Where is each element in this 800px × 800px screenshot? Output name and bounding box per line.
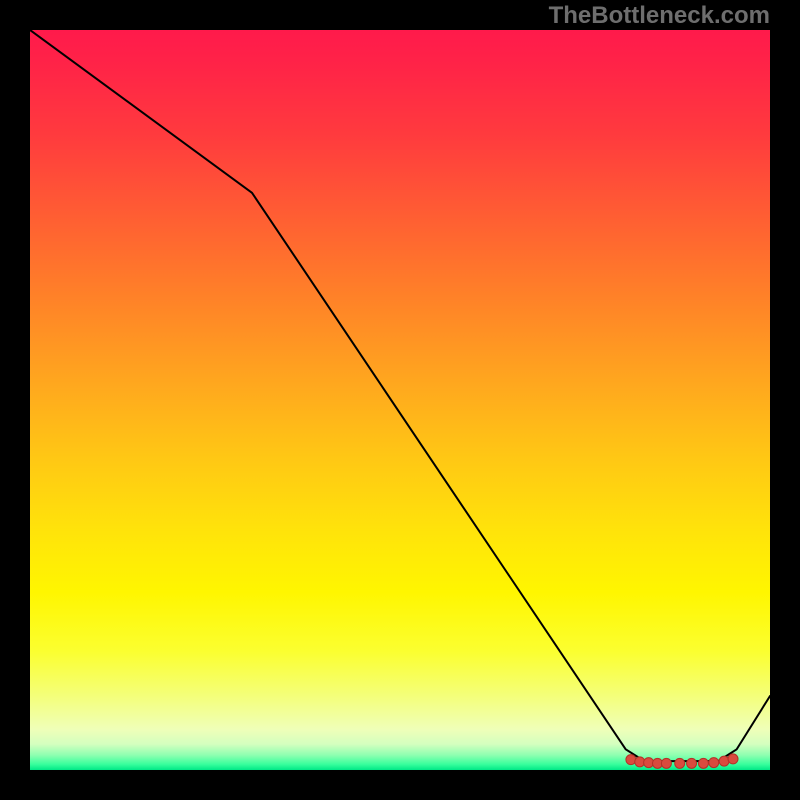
chart-svg bbox=[30, 30, 770, 770]
optimal-marker bbox=[719, 756, 729, 766]
optimal-marker bbox=[661, 758, 671, 768]
plot-area bbox=[30, 30, 770, 770]
optimal-marker bbox=[709, 758, 719, 768]
optimal-markers-group bbox=[626, 754, 738, 768]
optimal-marker bbox=[698, 758, 708, 768]
performance-curve bbox=[30, 30, 770, 761]
optimal-marker bbox=[687, 758, 697, 768]
optimal-marker bbox=[675, 758, 685, 768]
attribution-text: TheBottleneck.com bbox=[549, 2, 770, 30]
optimal-marker bbox=[626, 755, 636, 765]
optimal-marker bbox=[728, 754, 738, 764]
chart-container: { "canvas": { "width": 800, "height": 80… bbox=[0, 0, 800, 800]
